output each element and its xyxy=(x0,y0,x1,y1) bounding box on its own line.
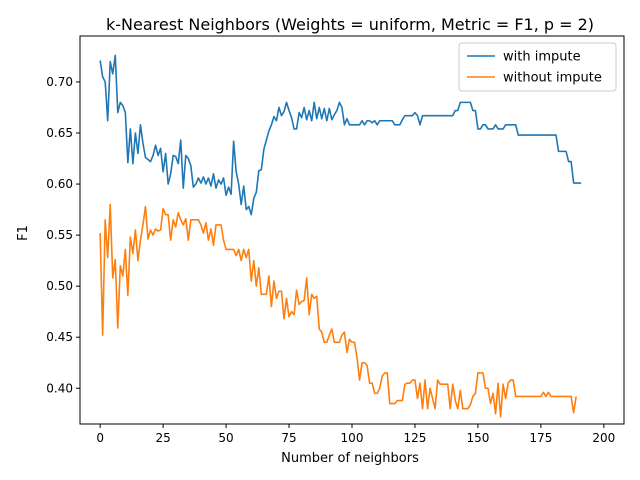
legend-label: without impute xyxy=(503,71,602,86)
y-axis-label: F1 xyxy=(16,225,31,241)
y-tick-label: 0.45 xyxy=(46,330,73,344)
x-tick-label: 0 xyxy=(96,431,104,445)
x-axis-label: Number of neighbors xyxy=(281,451,419,466)
legend-box xyxy=(458,42,617,92)
y-tick-label: 0.50 xyxy=(46,279,73,293)
plot-frame xyxy=(79,35,625,425)
plot-area xyxy=(79,35,625,425)
x-tick-label: 150 xyxy=(466,431,489,445)
legend-label: with impute xyxy=(503,50,581,65)
x-tick-label: 75 xyxy=(281,431,296,445)
series-line-without-impute xyxy=(99,203,577,418)
x-tick-label: 25 xyxy=(155,431,170,445)
y-tick-label: 0.55 xyxy=(46,228,73,242)
series-line-with-impute xyxy=(99,54,582,216)
x-tick-label: 200 xyxy=(592,431,615,445)
y-tick-label: 0.60 xyxy=(46,177,73,191)
x-axis: 0 25 50 75 100 125 150 175 200 xyxy=(96,424,615,445)
y-tick-label: 0.65 xyxy=(46,126,73,140)
chart-title: k-Nearest Neighbors (Weights = uniform, … xyxy=(106,15,594,34)
y-tick-label: 0.70 xyxy=(46,75,73,89)
x-tick-label: 125 xyxy=(404,431,427,445)
x-tick-label: 175 xyxy=(529,431,552,445)
y-axis: 0.40 0.45 0.50 0.55 0.60 0.65 0.70 xyxy=(46,75,80,395)
x-tick-label: 100 xyxy=(341,431,364,445)
y-tick-label: 0.40 xyxy=(46,381,73,395)
x-tick-label: 50 xyxy=(218,431,233,445)
legend: with impute without impute xyxy=(458,42,617,92)
